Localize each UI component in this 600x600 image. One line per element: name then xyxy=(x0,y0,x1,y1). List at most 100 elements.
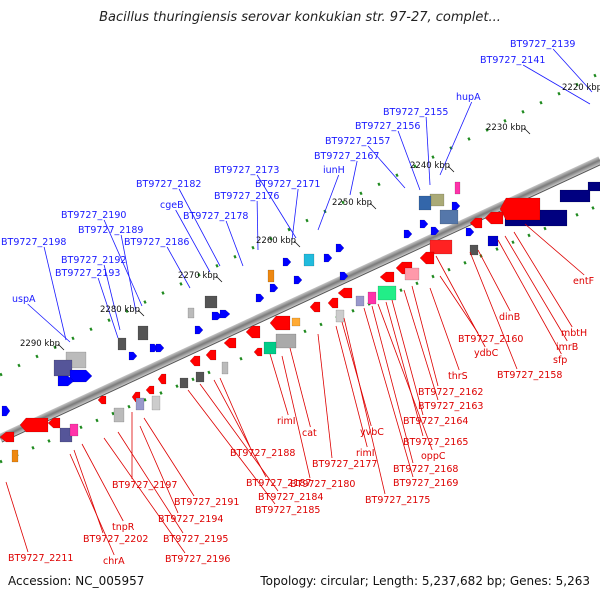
gene-feature[interactable] xyxy=(418,195,432,211)
gene-feature[interactable] xyxy=(404,267,420,281)
gene-feature[interactable] xyxy=(323,253,333,263)
blue-gene-label[interactable]: iunH xyxy=(323,165,345,176)
gene-feature[interactable] xyxy=(135,397,145,411)
gene-feature[interactable] xyxy=(367,291,377,305)
gene-feature[interactable] xyxy=(211,311,223,321)
gene-feature[interactable] xyxy=(194,325,204,335)
gene-feature[interactable] xyxy=(587,181,600,192)
gene-feature[interactable] xyxy=(267,269,275,283)
gene-feature[interactable] xyxy=(291,317,301,327)
gene-feature[interactable] xyxy=(179,377,189,389)
gene-feature[interactable] xyxy=(69,423,79,437)
red-gene-label[interactable]: rimI xyxy=(356,448,375,459)
red-gene-label[interactable]: BT9727_2165 xyxy=(403,437,468,448)
gene-feature[interactable] xyxy=(327,297,339,309)
red-gene-label[interactable]: ydbC xyxy=(474,348,499,359)
gene-feature[interactable] xyxy=(11,449,19,463)
blue-gene-label[interactable]: BT9727_2141 xyxy=(480,55,545,66)
red-gene-label[interactable]: BT9727_2175 xyxy=(365,495,430,506)
gene-feature[interactable] xyxy=(499,197,541,221)
blue-gene-label[interactable]: BT9727_2157 xyxy=(325,136,390,147)
gene-feature[interactable] xyxy=(337,287,353,299)
red-gene-label[interactable]: BT9727_2164 xyxy=(403,416,468,427)
gene-feature[interactable] xyxy=(451,201,461,211)
gene-feature[interactable] xyxy=(189,355,201,367)
gene-feature[interactable] xyxy=(379,271,395,283)
red-gene-label[interactable]: thrS xyxy=(448,371,468,382)
blue-gene-label[interactable]: BT9727_2155 xyxy=(383,107,448,118)
red-gene-label[interactable]: BT9727_2168 xyxy=(393,464,458,475)
blue-gene-label[interactable]: BT9727_2173 xyxy=(214,165,279,176)
gene-feature[interactable] xyxy=(469,217,483,229)
red-gene-label[interactable]: BT9727_2202 xyxy=(83,534,148,545)
red-gene-label[interactable]: BT9727_2196 xyxy=(165,554,230,565)
red-gene-label[interactable]: BT9727_2191 xyxy=(174,497,239,508)
gene-feature[interactable] xyxy=(282,257,292,267)
gene-feature[interactable] xyxy=(429,193,445,207)
blue-gene-label[interactable]: BT9727_2156 xyxy=(355,121,420,132)
red-gene-label[interactable]: BT9727_2180 xyxy=(290,479,355,490)
gene-feature[interactable] xyxy=(419,251,435,265)
gene-feature[interactable] xyxy=(113,407,125,423)
gene-feature[interactable] xyxy=(465,227,475,237)
red-gene-label[interactable]: BT9727_2177 xyxy=(312,459,377,470)
red-gene-label[interactable]: BT9727_2187 xyxy=(246,478,311,489)
gene-feature[interactable] xyxy=(429,239,453,255)
blue-gene-label[interactable]: BT9727_2171 xyxy=(255,179,320,190)
red-gene-label[interactable]: tnpR xyxy=(112,522,135,533)
gene-feature[interactable] xyxy=(355,295,365,307)
red-gene-label[interactable]: BT9727_2160 xyxy=(458,334,523,345)
gene-feature[interactable] xyxy=(419,219,429,229)
red-gene-label[interactable]: yvbC xyxy=(360,427,384,438)
gene-feature[interactable] xyxy=(97,395,107,405)
gene-feature[interactable] xyxy=(245,325,261,339)
gene-feature[interactable] xyxy=(117,337,127,351)
blue-gene-label[interactable]: BT9727_2190 xyxy=(61,210,126,221)
blue-gene-label[interactable]: BT9727_2186 xyxy=(124,237,189,248)
red-gene-label[interactable]: BT9727_2185 xyxy=(255,505,320,516)
gene-feature[interactable] xyxy=(377,285,397,301)
red-gene-label[interactable]: entF xyxy=(573,276,594,287)
gene-feature[interactable] xyxy=(430,226,440,236)
blue-gene-label[interactable]: BT9727_2193 xyxy=(55,268,120,279)
gene-feature[interactable] xyxy=(255,293,265,303)
gene-feature[interactable] xyxy=(335,243,345,253)
red-gene-label[interactable]: chrA xyxy=(103,556,125,567)
blue-gene-label[interactable]: BT9727_2192 xyxy=(61,255,126,266)
gene-feature[interactable] xyxy=(487,235,499,247)
gene-feature[interactable] xyxy=(253,347,263,357)
red-gene-label[interactable]: imrB xyxy=(556,342,578,353)
red-gene-label[interactable]: BT9727_2194 xyxy=(158,514,223,525)
gene-feature[interactable] xyxy=(339,271,349,281)
gene-feature[interactable] xyxy=(145,385,155,395)
gene-feature[interactable] xyxy=(439,209,459,225)
red-gene-label[interactable]: sfp xyxy=(553,355,567,366)
blue-gene-label[interactable]: BT9727_2189 xyxy=(78,225,143,236)
gene-feature[interactable] xyxy=(219,309,231,319)
red-gene-label[interactable]: BT9727_2162 xyxy=(418,387,483,398)
red-gene-label[interactable]: BT9727_2188 xyxy=(230,448,295,459)
red-gene-label[interactable]: oppC xyxy=(421,451,446,462)
gene-feature[interactable] xyxy=(204,295,218,309)
red-gene-label[interactable]: BT9727_2195 xyxy=(163,534,228,545)
red-gene-label[interactable]: rimI xyxy=(277,416,296,427)
red-gene-label[interactable]: BT9727_2197 xyxy=(112,480,177,491)
gene-feature[interactable] xyxy=(128,351,138,361)
gene-feature[interactable] xyxy=(335,309,345,323)
gene-feature[interactable] xyxy=(469,244,479,256)
blue-gene-label[interactable]: uspA xyxy=(12,294,36,305)
gene-feature[interactable] xyxy=(151,395,161,411)
blue-gene-label[interactable]: BT9727_2176 xyxy=(214,191,279,202)
gene-feature[interactable] xyxy=(53,359,73,377)
red-gene-label[interactable]: mbtH xyxy=(561,328,587,339)
gene-feature[interactable] xyxy=(47,417,61,429)
red-gene-label[interactable]: dinB xyxy=(499,312,520,323)
gene-feature[interactable] xyxy=(59,427,73,443)
gene-feature[interactable] xyxy=(293,275,303,285)
blue-gene-label[interactable]: cgeB xyxy=(160,200,184,211)
gene-feature[interactable] xyxy=(205,349,217,361)
red-gene-label[interactable]: BT9727_2169 xyxy=(393,478,458,489)
gene-feature[interactable] xyxy=(269,315,291,331)
red-gene-label[interactable]: BT9727_2211 xyxy=(8,553,73,564)
gene-feature[interactable] xyxy=(19,417,49,433)
